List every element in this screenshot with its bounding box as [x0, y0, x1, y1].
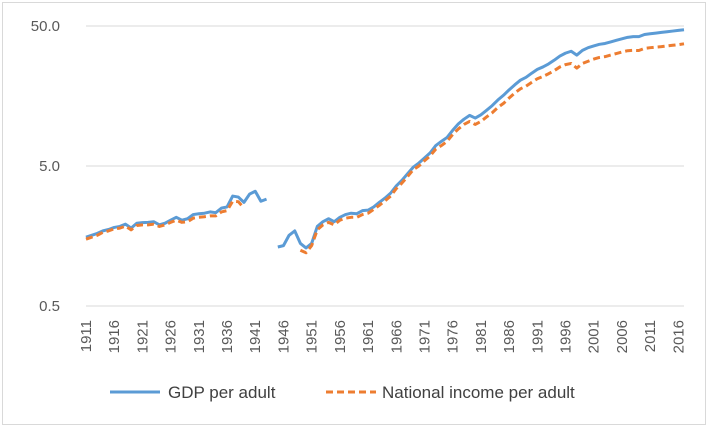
x-tick-label: 1916: [106, 320, 123, 353]
plot-area: [85, 28, 685, 255]
x-tick-label: 2016: [670, 320, 687, 353]
x-tick-label: 1911: [78, 320, 95, 352]
x-tick-label: 2006: [614, 320, 631, 353]
x-tick-label: 1921: [134, 320, 151, 353]
x-tick-label: 1981: [473, 320, 490, 353]
series-line-gdp: [85, 189, 268, 239]
x-tick-label: 1956: [332, 320, 349, 353]
y-tick-label: 0.5: [39, 298, 60, 315]
x-tick-label: 2001: [586, 320, 603, 353]
x-tick-label: 1951: [304, 320, 321, 353]
legend: GDP per adult National income per adult: [110, 383, 575, 402]
y-axis: 50.0 5.0 0.5: [31, 18, 60, 315]
x-tick-label: 1971: [416, 320, 433, 353]
x-tick-label: 1996: [558, 320, 575, 353]
y-tick-label: 5.0: [39, 158, 60, 175]
x-tick-label: 1991: [529, 320, 546, 353]
x-tick-label: 1941: [247, 320, 264, 353]
gridlines: [86, 25, 684, 307]
x-tick-label: 1931: [191, 320, 208, 353]
x-tick-label: 1976: [445, 320, 462, 353]
legend-label-gdp: GDP per adult: [168, 383, 276, 402]
x-tick-label: 1966: [388, 320, 405, 353]
y-tick-label: 50.0: [31, 18, 60, 35]
x-axis: 1911 1916 1921 1926 1931 1936 1941 1946 1951 1956…: [78, 320, 687, 353]
x-tick-label: 2011: [642, 320, 659, 352]
x-tick-label: 1986: [501, 320, 518, 353]
series-line-national-income: [85, 199, 246, 241]
x-tick-label: 1961: [360, 320, 377, 353]
legend-label-national-income: National income per adult: [382, 383, 575, 402]
series-line-national-income: [299, 42, 685, 255]
x-tick-label: 1926: [163, 320, 180, 353]
x-tick-label: 1946: [275, 320, 292, 353]
series-line-gdp: [277, 28, 685, 250]
x-tick-label: 1936: [219, 320, 236, 353]
